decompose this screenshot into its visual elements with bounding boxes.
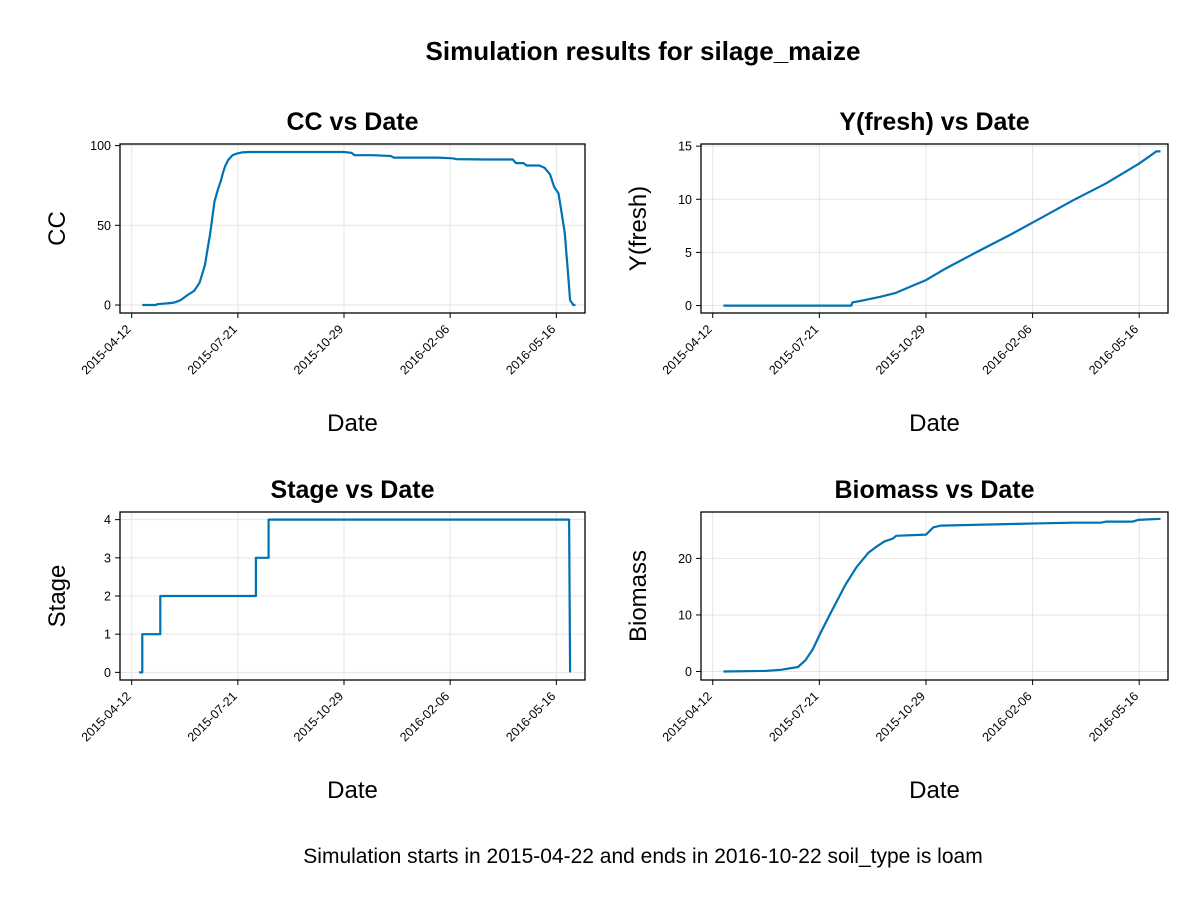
stage-x-tick-label-2: 2015-10-29 xyxy=(291,689,346,744)
stage-vs-date-panel: 2015-04-12 2015-07-21 2015-10-29 2016-02-06… xyxy=(44,476,586,804)
yfresh-y-axis-label: Y(fresh) xyxy=(625,186,652,271)
yfresh-x-tick-label-0: 2015-04-12 xyxy=(660,322,715,377)
stage-x-tick-label-1: 2015-07-21 xyxy=(185,689,240,744)
biomass-x-tick-label-1: 2015-07-21 xyxy=(766,689,821,744)
stage-y-tick-label-1: 1 xyxy=(104,628,111,642)
cc-series-line xyxy=(142,150,576,307)
biomass-x-tick-label-0: 2015-04-12 xyxy=(660,689,715,744)
yfresh-x-tick-label-4: 2016-05-16 xyxy=(1086,322,1141,377)
yfresh-y-tick-label-0: 0 xyxy=(685,299,692,313)
cc-x-tick-label-4: 2016-05-16 xyxy=(503,322,558,377)
cc-x-tick-label-0: 2015-04-12 xyxy=(79,322,134,377)
cc-y-tick-label-1: 50 xyxy=(97,219,111,233)
biomass-y-axis-label: Biomass xyxy=(625,550,652,642)
stage-y-tick-label-4: 4 xyxy=(104,513,111,527)
biomass-y-tick-label-1: 10 xyxy=(678,608,692,622)
cc-y-tick-label-2: 100 xyxy=(90,139,111,153)
biomass-x-axis-label: Date xyxy=(909,777,960,804)
stage-y-tick-label-2: 2 xyxy=(104,590,111,604)
cc-x-tick-label-2: 2015-10-29 xyxy=(291,322,346,377)
yfresh-y-tick-label-1: 5 xyxy=(685,246,692,260)
yfresh-series-line xyxy=(723,150,1161,307)
stage-series-line xyxy=(139,518,572,674)
cc-x-axis-label: Date xyxy=(327,410,378,437)
yfresh-y-tick-label-3: 15 xyxy=(678,140,692,154)
biomass-x-tick-label-4: 2016-05-16 xyxy=(1086,689,1141,744)
biomass-x-tick-label-3: 2016-02-06 xyxy=(980,689,1035,744)
yfresh-panel-title: Y(fresh) vs Date xyxy=(839,108,1029,136)
biomass-vs-date-panel: 2015-04-12 2015-07-21 2015-10-29 2016-02-06… xyxy=(625,476,1169,804)
yfresh-x-axis-label: Date xyxy=(909,410,960,437)
biomass-panel-title: Biomass vs Date xyxy=(834,476,1034,504)
yfresh-x-tick-label-3: 2016-02-06 xyxy=(980,322,1035,377)
stage-x-tick-label-0: 2015-04-12 xyxy=(79,689,134,744)
cc-y-tick-label-0: 0 xyxy=(104,299,111,313)
biomass-axes-frame xyxy=(700,511,1169,681)
biomass-series-line xyxy=(723,517,1161,673)
yfresh-axes-frame xyxy=(700,143,1169,314)
stage-y-tick-label-3: 3 xyxy=(104,551,111,565)
biomass-y-tick-label-2: 20 xyxy=(678,552,692,566)
stage-x-tick-label-4: 2016-05-16 xyxy=(503,689,558,744)
yfresh-x-tick-label-1: 2015-07-21 xyxy=(766,322,821,377)
stage-x-axis-label: Date xyxy=(327,777,378,804)
yfresh-x-tick-label-2: 2015-10-29 xyxy=(873,322,928,377)
yfresh-vs-date-panel: 2015-04-12 2015-07-21 2015-10-29 2016-02-06… xyxy=(625,108,1169,437)
cc-x-tick-label-3: 2016-02-06 xyxy=(397,322,452,377)
biomass-y-tick-label-0: 0 xyxy=(685,665,692,679)
stage-x-tick-label-3: 2016-02-06 xyxy=(397,689,452,744)
cc-panel-title: CC vs Date xyxy=(287,108,419,136)
stage-y-tick-label-0: 0 xyxy=(104,666,111,680)
figure-footer: Simulation starts in 2015-04-22 and ends… xyxy=(303,845,982,868)
yfresh-y-tick-label-2: 10 xyxy=(678,193,692,207)
cc-x-tick-label-1: 2015-07-21 xyxy=(185,322,240,377)
stage-panel-title: Stage vs Date xyxy=(271,476,435,504)
stage-y-axis-label: Stage xyxy=(44,565,71,628)
cc-vs-date-panel: 2015-04-12 2015-07-21 2015-10-29 2016-02-06… xyxy=(44,108,586,437)
cc-y-axis-label: CC xyxy=(44,211,71,246)
cc-axes-frame xyxy=(119,143,586,314)
biomass-x-tick-label-2: 2015-10-29 xyxy=(873,689,928,744)
figure-title: Simulation results for silage_maize xyxy=(426,36,861,66)
